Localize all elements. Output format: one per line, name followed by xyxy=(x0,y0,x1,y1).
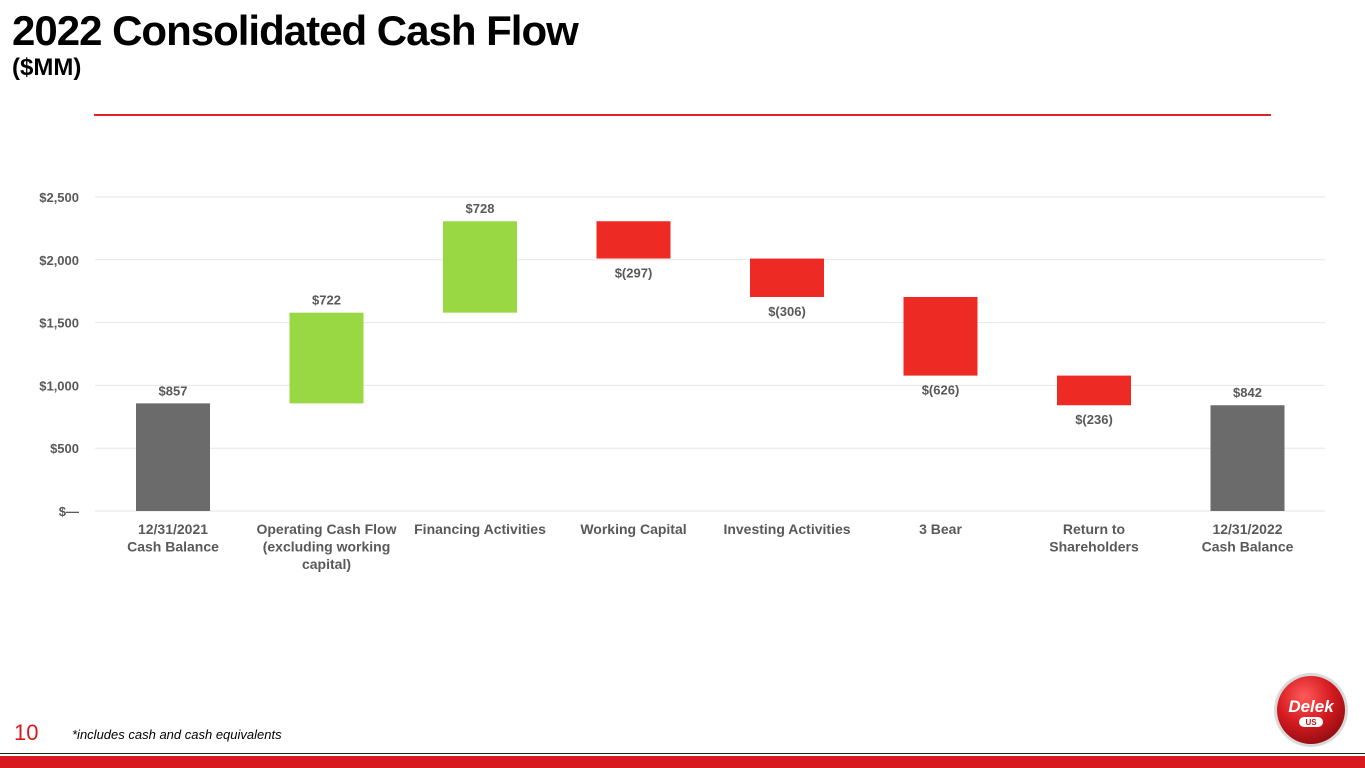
x-tick-label-line: Financing Activities xyxy=(414,521,546,537)
footer-bar xyxy=(0,756,1365,768)
x-tick-label-line: Investing Activities xyxy=(723,521,850,537)
x-tick-label-line: Shareholders xyxy=(1049,539,1139,555)
y-tick-label: $500 xyxy=(50,441,79,456)
x-tick-label: Investing Activities xyxy=(723,521,850,537)
x-tick-label: Return to Shareholders xyxy=(1049,521,1139,555)
data-labels: $857 $722 $728 $(297) $(306) $(626) $(236) $842 xyxy=(159,201,1262,427)
x-tick-label-line: Working Capital xyxy=(580,521,686,537)
logo-text: Delek xyxy=(1288,697,1335,716)
x-tick-label-line: Cash Balance xyxy=(1202,539,1294,555)
bar-decrease xyxy=(750,258,824,297)
logo-subtext: US xyxy=(1305,718,1317,727)
slide-subtitle: ($MM) xyxy=(12,54,82,81)
x-tick-label-line: capital) xyxy=(302,556,351,572)
x-tick-label: 12/31/2021 Cash Balance xyxy=(127,521,219,555)
logo-sphere xyxy=(1277,676,1345,744)
data-label: $(297) xyxy=(615,266,653,281)
footer-line xyxy=(0,753,1365,754)
logo-pill xyxy=(1299,717,1323,727)
x-axis-labels: 12/31/2021 Cash Balance Operating Cash Flo… xyxy=(127,521,1294,572)
y-tick-label: $2,000 xyxy=(39,253,79,268)
bar-increase xyxy=(289,312,364,404)
x-tick-label: Working Capital xyxy=(580,521,686,537)
y-tick-label: $2,500 xyxy=(39,190,79,205)
bar-decrease xyxy=(1057,375,1131,406)
x-tick-label-line: (excluding working xyxy=(263,539,391,555)
data-label: $857 xyxy=(159,383,188,398)
delek-logo: Delek US xyxy=(1274,673,1348,747)
data-label: $728 xyxy=(466,201,495,216)
waterfall-chart: $—$500$1,000$1,500$2,000$2,500 $857$722$… xyxy=(39,190,1325,572)
bar-increase xyxy=(443,221,517,313)
x-tick-label-line: 12/31/2021 xyxy=(138,521,208,537)
data-label: $842 xyxy=(1233,385,1262,400)
data-label: $(626) xyxy=(922,383,960,398)
bar-decrease xyxy=(596,221,671,259)
x-tick-label: 12/31/2022 Cash Balance xyxy=(1202,521,1294,555)
y-tick-label: $— xyxy=(59,504,79,519)
title-divider xyxy=(94,114,1271,116)
y-axis-ticks: $— $500 $1,000 $1,500 $2,000 $2,500 xyxy=(39,190,79,519)
x-tick-label: 3 Bear xyxy=(919,521,962,537)
data-label: $(236) xyxy=(1075,412,1113,427)
x-tick-label: Operating Cash Flow (excluding working cap… xyxy=(256,521,396,572)
x-tick-label-line: 3 Bear xyxy=(919,521,962,537)
bar-total xyxy=(136,403,210,511)
x-tick-label: Financing Activities xyxy=(414,521,546,537)
slide-title: 2022 Consolidated Cash Flow xyxy=(12,7,579,54)
bar-decrease xyxy=(903,296,978,376)
data-label: $722 xyxy=(312,293,341,308)
y-tick-label: $1,500 xyxy=(39,316,79,331)
grid-lines xyxy=(95,196,1325,512)
x-tick-label-line: Operating Cash Flow xyxy=(256,521,396,537)
bars xyxy=(136,221,1285,511)
data-label: $(306) xyxy=(768,304,806,319)
bar-total xyxy=(1210,405,1285,511)
page-number: 10 xyxy=(14,720,39,745)
x-tick-label-line: Cash Balance xyxy=(127,539,219,555)
x-tick-label-line: 12/31/2022 xyxy=(1212,521,1282,537)
footnote: *includes cash and cash equivalents xyxy=(72,727,282,742)
x-tick-label-line: Return to xyxy=(1063,521,1125,537)
y-tick-label: $1,000 xyxy=(39,378,79,393)
